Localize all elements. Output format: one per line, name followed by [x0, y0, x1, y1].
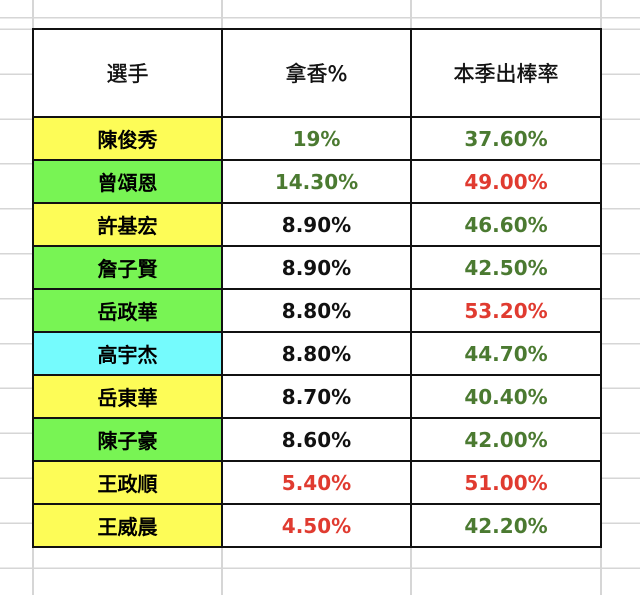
- player-name-cell[interactable]: 詹子賢: [32, 245, 223, 290]
- obp-cell[interactable]: 44.70%: [410, 331, 602, 376]
- obp-cell[interactable]: 42.50%: [410, 245, 602, 290]
- player-name-cell[interactable]: 王政順: [32, 460, 223, 505]
- player-name-cell[interactable]: 岳政華: [32, 288, 223, 333]
- player-name-cell[interactable]: 許基宏: [32, 202, 223, 247]
- pct-cell[interactable]: 8.90%: [221, 245, 412, 290]
- table-row: 王威晨 4.50% 42.20%: [32, 503, 602, 548]
- pct-cell[interactable]: 5.40%: [221, 460, 412, 505]
- player-name-cell[interactable]: 陳俊秀: [32, 116, 223, 161]
- obp-cell[interactable]: 49.00%: [410, 159, 602, 204]
- pct-cell[interactable]: 8.60%: [221, 417, 412, 462]
- table-row: 許基宏 8.90% 46.60%: [32, 202, 602, 247]
- pct-cell[interactable]: 8.90%: [221, 202, 412, 247]
- header-player[interactable]: 選手: [32, 28, 223, 118]
- player-name-cell[interactable]: 曾頌恩: [32, 159, 223, 204]
- player-name-cell[interactable]: 高宇杰: [32, 331, 223, 376]
- table-row: 高宇杰 8.80% 44.70%: [32, 331, 602, 376]
- obp-cell[interactable]: 51.00%: [410, 460, 602, 505]
- table-row: 陳子豪 8.60% 42.00%: [32, 417, 602, 462]
- table-row: 岳東華 8.70% 40.40%: [32, 374, 602, 419]
- player-name-cell[interactable]: 岳東華: [32, 374, 223, 419]
- pct-cell[interactable]: 19%: [221, 116, 412, 161]
- obp-cell[interactable]: 37.60%: [410, 116, 602, 161]
- obp-cell[interactable]: 42.00%: [410, 417, 602, 462]
- table-row: 岳政華 8.80% 53.20%: [32, 288, 602, 333]
- header-obp[interactable]: 本季出棒率: [410, 28, 602, 118]
- player-name-cell[interactable]: 陳子豪: [32, 417, 223, 462]
- obp-cell[interactable]: 40.40%: [410, 374, 602, 419]
- pct-cell[interactable]: 4.50%: [221, 503, 412, 548]
- pct-cell[interactable]: 8.70%: [221, 374, 412, 419]
- table-row: 詹子賢 8.90% 42.50%: [32, 245, 602, 290]
- obp-cell[interactable]: 46.60%: [410, 202, 602, 247]
- player-name-cell[interactable]: 王威晨: [32, 503, 223, 548]
- header-row: 選手 拿香% 本季出棒率: [32, 28, 602, 118]
- table-row: 陳俊秀 19% 37.60%: [32, 116, 602, 161]
- pct-cell[interactable]: 14.30%: [221, 159, 412, 204]
- pct-cell[interactable]: 8.80%: [221, 331, 412, 376]
- header-pct[interactable]: 拿香%: [221, 28, 412, 118]
- stats-table: 選手 拿香% 本季出棒率 陳俊秀 19% 37.60% 曾頌恩 14.30% 49.00%…: [32, 28, 602, 548]
- pct-cell[interactable]: 8.80%: [221, 288, 412, 333]
- table-row: 王政順 5.40% 51.00%: [32, 460, 602, 505]
- obp-cell[interactable]: 53.20%: [410, 288, 602, 333]
- table-row: 曾頌恩 14.30% 49.00%: [32, 159, 602, 204]
- obp-cell[interactable]: 42.20%: [410, 503, 602, 548]
